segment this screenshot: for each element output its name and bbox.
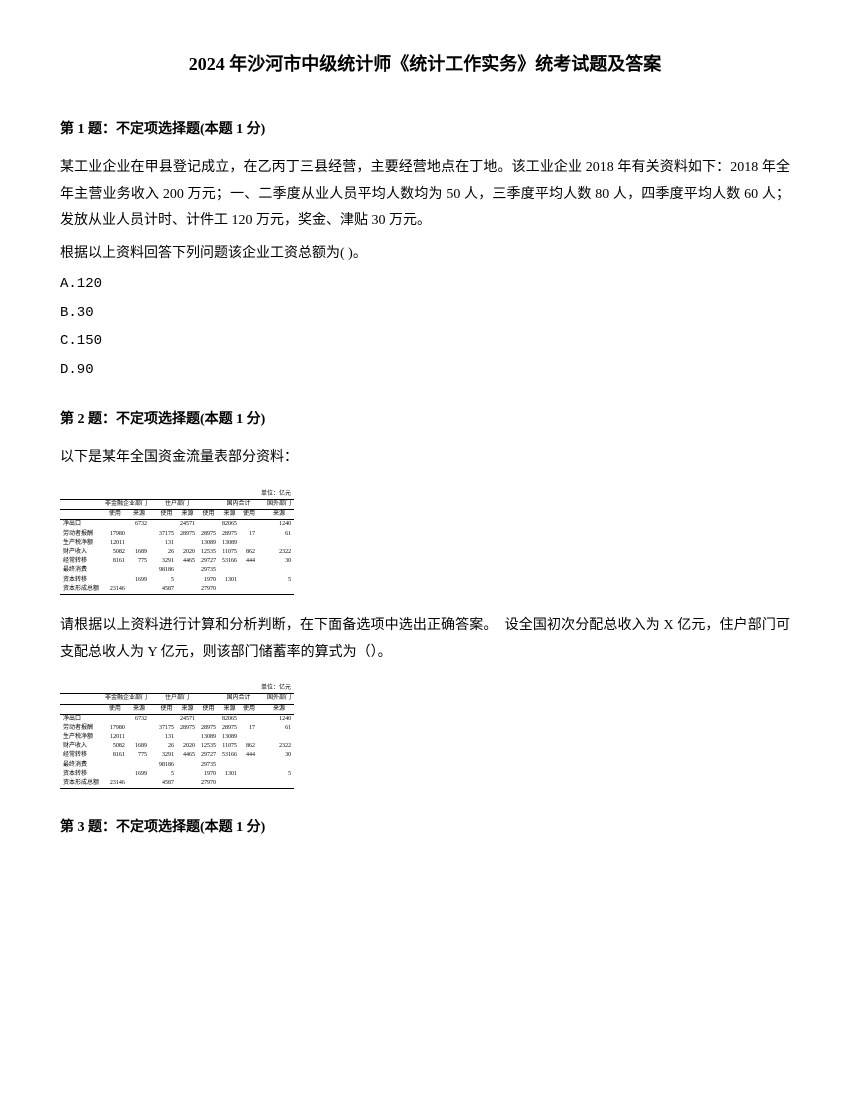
q2-header: 第 2 题：不定项选择题(本题 1 分) xyxy=(60,409,790,431)
page-title: 2024 年沙河市中级统计师《统计工作实务》统考试题及答案 xyxy=(60,50,790,79)
q2-table-1: 单位：亿元非金融企业部门住户部门国内合计国外部门使用来源使用来源使用来源使用来源… xyxy=(60,490,790,595)
q1-header: 第 1 题：不定项选择题(本题 1 分) xyxy=(60,119,790,141)
q1-option-d: D.90 xyxy=(60,359,790,381)
q1-option-c: C.150 xyxy=(60,330,790,352)
q1-sub: 根据以上资料回答下列问题该企业工资总额为( )。 xyxy=(60,243,790,265)
q2-table-2: 单位：亿元非金融企业部门住户部门国内合计国外部门使用来源使用来源使用来源使用来源… xyxy=(60,684,790,789)
q1-option-a: A.120 xyxy=(60,273,790,295)
q1-option-b: B.30 xyxy=(60,302,790,324)
q2-intro: 以下是某年全国资金流量表部分资料： xyxy=(60,445,790,472)
q1-body: 某工业企业在甲县登记成立，在乙丙丁三县经营，主要经营地点在丁地。该工业企业 20… xyxy=(60,155,790,235)
q3-header: 第 3 题：不定项选择题(本题 1 分) xyxy=(60,817,790,839)
q2-follow: 请根据以上资料进行计算和分析判断，在下面备选项中选出正确答案。 设全国初次分配总… xyxy=(60,613,790,666)
